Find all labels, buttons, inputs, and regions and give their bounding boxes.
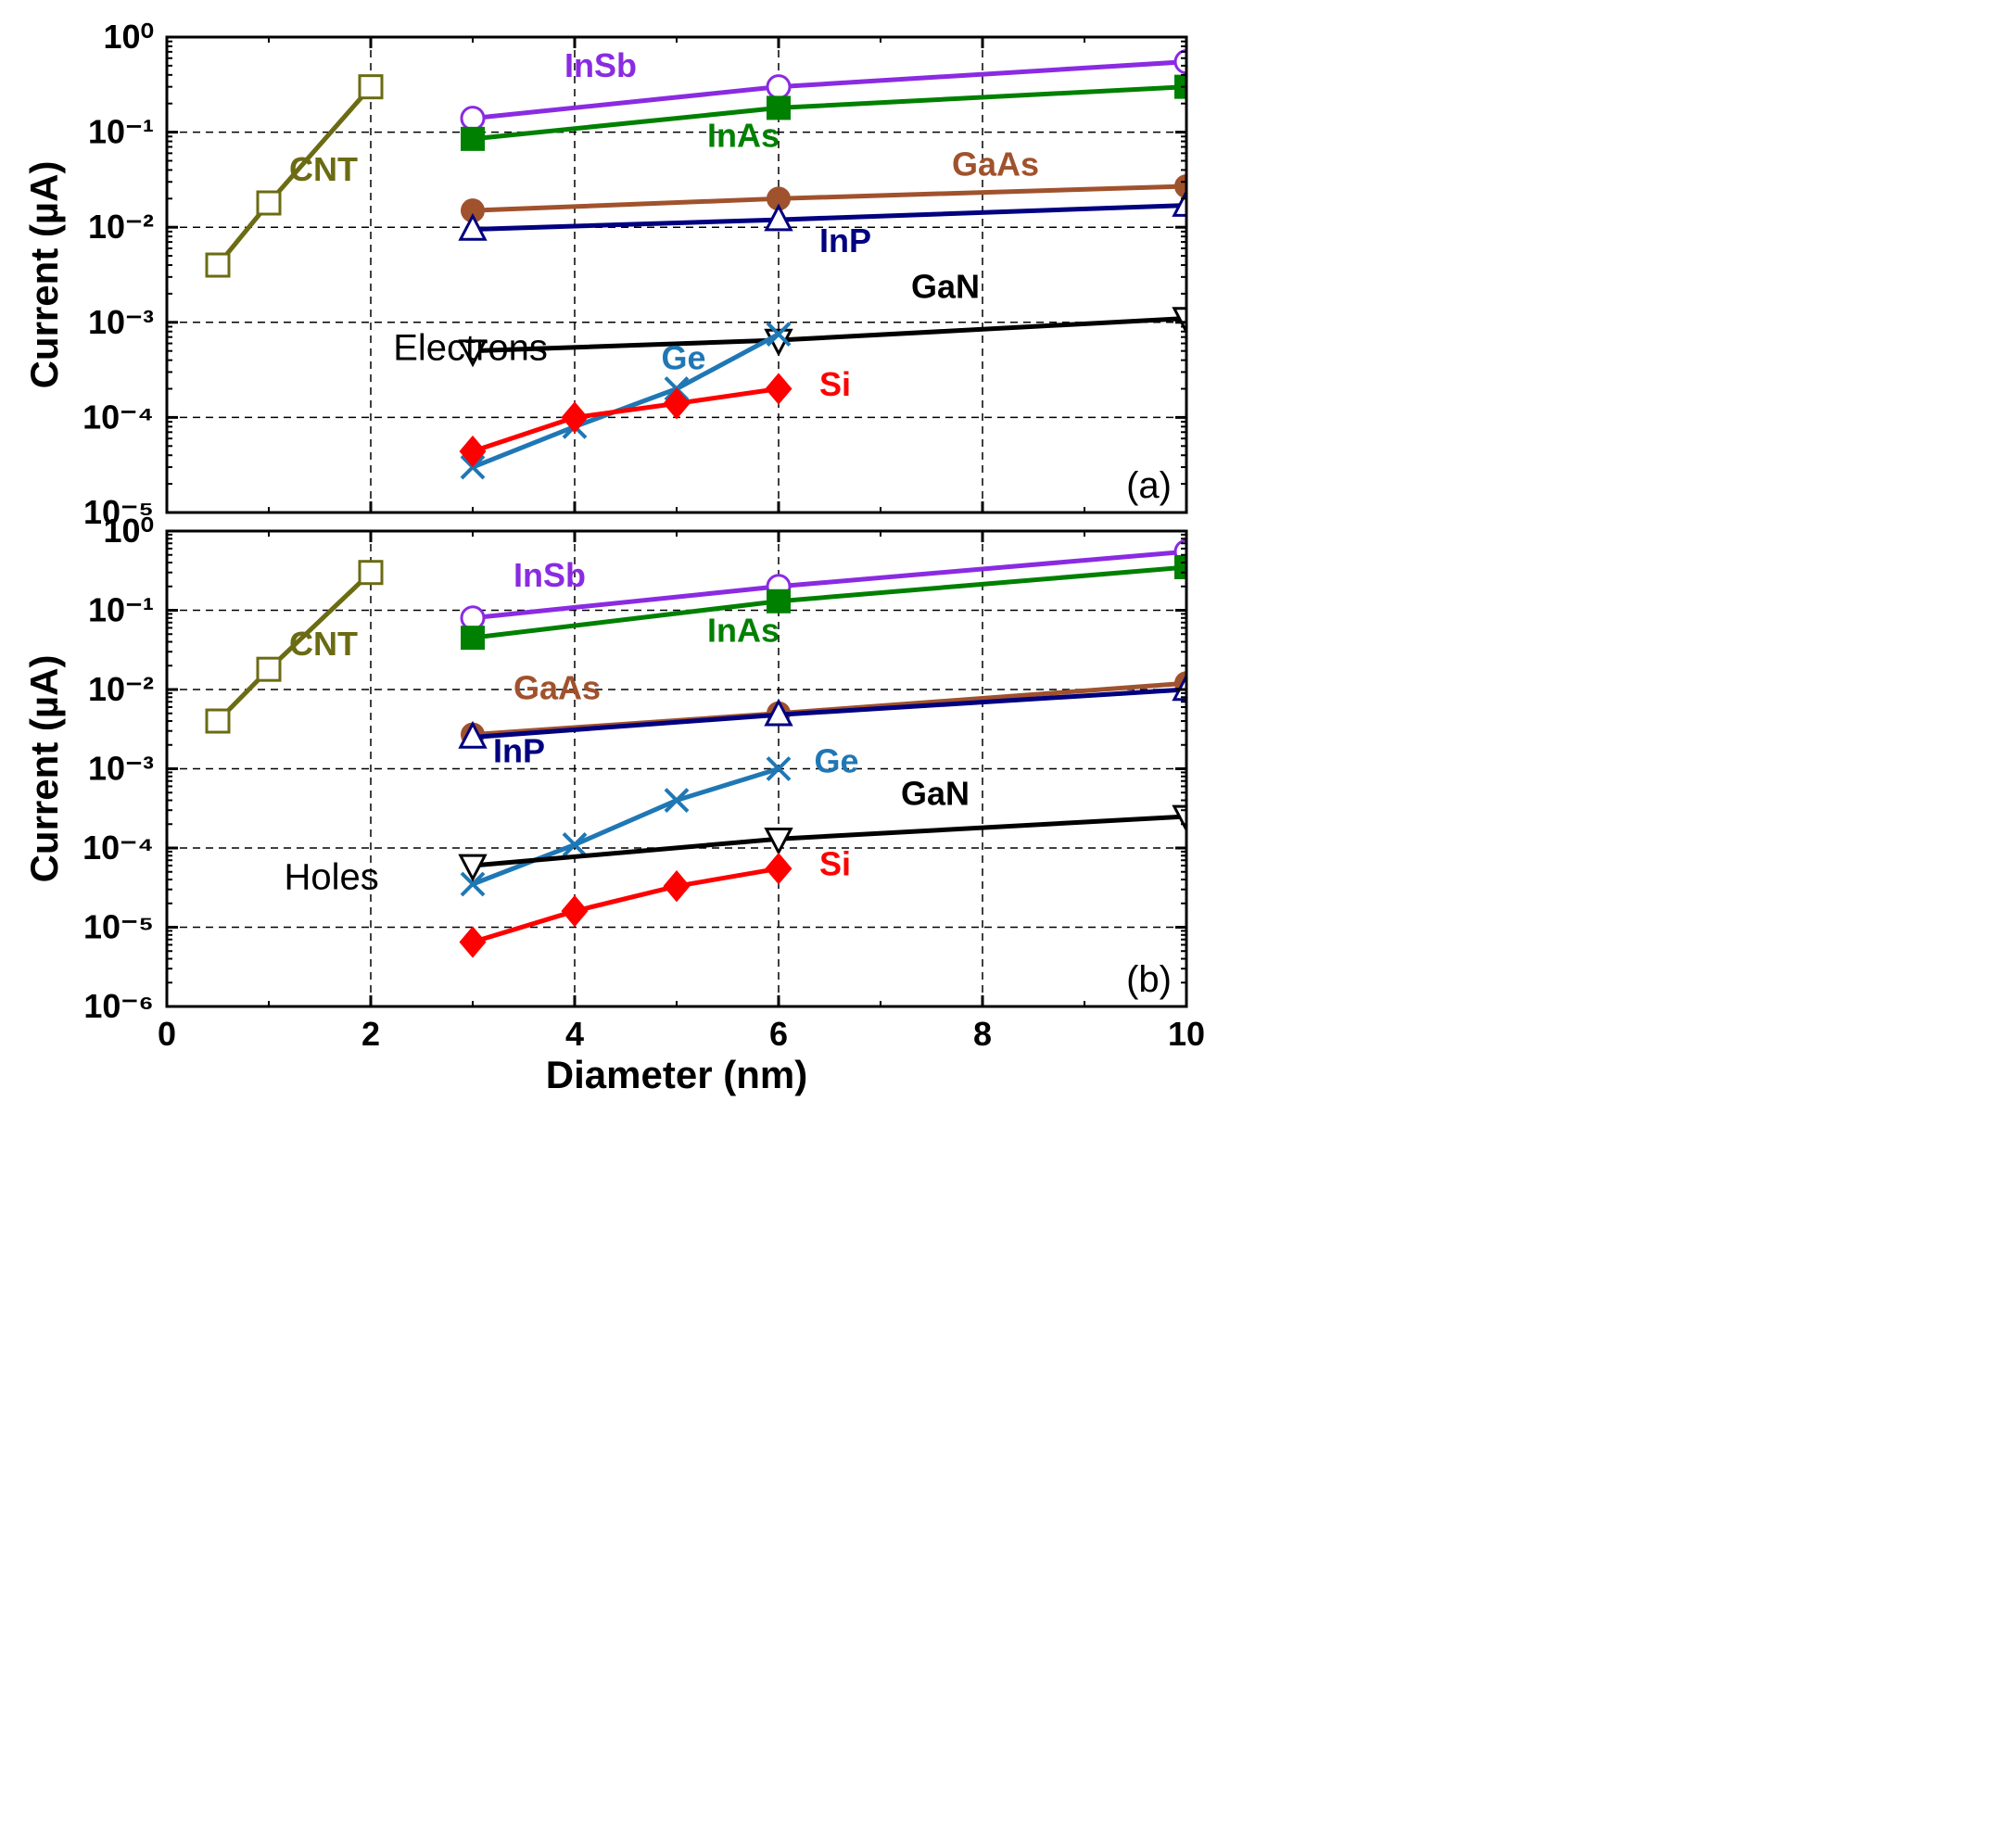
marker-cnt	[207, 254, 229, 276]
x-tick-label: 2	[361, 1015, 380, 1053]
marker-si	[563, 403, 587, 432]
marker-inas	[462, 626, 484, 649]
series-label-inp: InP	[819, 221, 871, 259]
series-label-inas: InAs	[707, 612, 780, 650]
panel-tag-electrons: (a)	[1126, 465, 1172, 506]
annotation-holes: Holes	[285, 857, 379, 898]
series-label-cnt: CNT	[289, 150, 358, 188]
annotation-electrons: Electrons	[393, 328, 548, 369]
y-tick-label: 10⁻⁴	[82, 398, 154, 436]
x-tick-label: 6	[769, 1015, 788, 1053]
x-tick-label: 8	[973, 1015, 992, 1053]
series-label-si: Si	[819, 365, 851, 403]
figure-svg: CNT InSb InAs GaAs InP GaN Ge Si 10⁻⁵ 10⁻⁴ 10⁻³ 10⁻…	[19, 19, 1205, 1099]
series-label-insb: InSb	[514, 556, 586, 594]
series-label-ge: Ge	[662, 339, 706, 377]
series-label-insb: InSb	[564, 46, 637, 84]
marker-insb	[462, 108, 484, 130]
figure-root: CNT InSb InAs GaAs InP GaN Ge Si 10⁻⁵ 10⁻⁴ 10⁻³ 10⁻…	[19, 19, 1205, 1099]
series-label-gaas: GaAs	[514, 669, 601, 707]
x-tick-label: 10	[1168, 1015, 1205, 1053]
y-tick-label: 10⁻⁵	[83, 908, 154, 946]
series-label-si: Si	[819, 845, 851, 883]
panel-tag-holes: (b)	[1126, 959, 1172, 1000]
series-label-inas: InAs	[707, 116, 780, 154]
y-axis-label: Current (µA)	[22, 161, 66, 389]
marker-cnt	[207, 710, 229, 732]
y-tick-label: 10⁻¹	[88, 591, 154, 629]
y-tick-label: 10⁻²	[88, 670, 154, 708]
marker-cnt	[360, 562, 382, 584]
x-axis-label: Diameter (nm)	[546, 1053, 807, 1096]
y-tick-label: 10⁻⁴	[82, 829, 154, 867]
marker-si	[461, 928, 485, 956]
x-tick-label: 0	[158, 1015, 176, 1053]
panel-holes: CNT InSb InAs GaAs InP Ge GaN Si 10⁻⁶ 10⁻⁵ 10⁻⁴ 10⁻…	[22, 512, 1205, 1053]
marker-inas	[767, 590, 790, 613]
series-line-gan	[473, 319, 1186, 351]
marker-cnt	[360, 76, 382, 98]
series-line-ge	[473, 769, 779, 884]
marker-si	[767, 374, 791, 403]
marker-si	[563, 896, 587, 925]
series-line-inas	[473, 87, 1186, 139]
y-tick-label: 10⁻³	[88, 303, 154, 341]
marker-si	[665, 872, 689, 901]
series-label-gan: GaN	[911, 268, 980, 306]
y-tick-label: 10⁻⁶	[83, 987, 154, 1025]
panel-electrons: CNTInSbInAsGaAsInPGaNGeSi10⁻⁵10⁻⁴10⁻³10⁻…	[22, 19, 1198, 531]
series-line-si	[473, 389, 779, 451]
series-label-cnt: CNT	[289, 625, 358, 663]
y-tick-label: 10⁻¹	[88, 113, 154, 151]
series-label-ge: Ge	[815, 741, 859, 779]
y-tick-label: 10⁰	[104, 19, 154, 56]
series-line-si	[473, 868, 779, 942]
y-tick-label: 10⁰	[104, 512, 154, 550]
marker-si	[767, 854, 791, 883]
marker-cnt	[258, 192, 280, 214]
y-tick-label: 10⁻²	[88, 208, 154, 246]
marker-inas	[462, 128, 484, 150]
x-tick-label: 4	[565, 1015, 584, 1053]
marker-cnt	[258, 658, 280, 680]
marker-ge	[564, 833, 586, 855]
y-tick-label: 10⁻³	[88, 750, 154, 788]
series-label-gan: GaN	[901, 774, 970, 812]
marker-insb	[767, 76, 790, 98]
y-axis-label: Current (µA)	[22, 655, 66, 883]
series-label-gaas: GaAs	[952, 145, 1039, 183]
series-label-inp: InP	[493, 732, 545, 770]
